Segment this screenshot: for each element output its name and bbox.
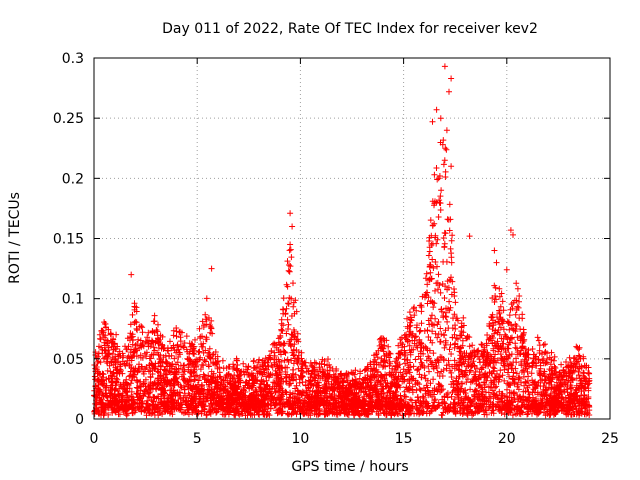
- y-tick-label: 0.3: [62, 51, 84, 67]
- axis-ticks: 0 5 10 15 20 25 0 0.05 0.1 0.15 0.2 0.25 0.3: [53, 51, 619, 447]
- x-tick-label: 10: [291, 431, 309, 447]
- y-axis-title: ROTI / TECUs: [7, 192, 23, 284]
- roti-points: [91, 63, 593, 419]
- x-tick-label: 5: [193, 431, 202, 447]
- x-tick-label: 15: [395, 431, 413, 447]
- data-points: [91, 63, 593, 419]
- y-tick-label: 0.15: [53, 232, 84, 248]
- y-tick-label: 0.05: [53, 352, 84, 368]
- x-tick-label: 0: [90, 431, 99, 447]
- y-tick-label: 0.25: [53, 111, 84, 127]
- x-tick-label: 25: [601, 431, 619, 447]
- x-axis-title: GPS time / hours: [291, 459, 408, 475]
- chart-title: Day 011 of 2022, Rate Of TEC Index for r…: [162, 21, 538, 37]
- y-tick-label: 0.1: [62, 292, 84, 308]
- x-tick-label: 20: [498, 431, 516, 447]
- y-tick-label: 0: [75, 412, 84, 428]
- y-tick-label: 0.2: [62, 171, 84, 187]
